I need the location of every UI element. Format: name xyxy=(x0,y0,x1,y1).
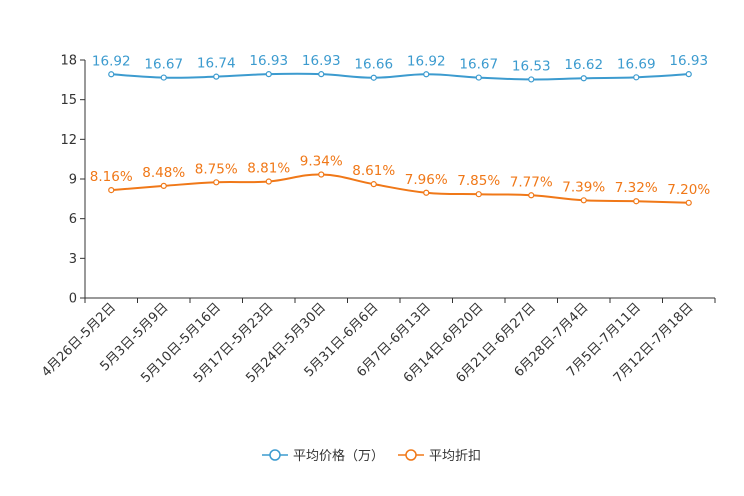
y-tick-label: 6 xyxy=(69,212,77,227)
data-label: 16.93 xyxy=(669,53,708,69)
data-point[interactable] xyxy=(475,74,482,81)
data-point[interactable] xyxy=(213,179,220,186)
data-point[interactable] xyxy=(685,71,692,78)
data-point[interactable] xyxy=(580,197,587,204)
legend-item-1[interactable]: 平均价格（万） xyxy=(262,448,384,464)
data-point[interactable] xyxy=(633,198,640,205)
data-label: 8.16% xyxy=(90,169,133,185)
data-label: 7.32% xyxy=(615,180,658,196)
data-point[interactable] xyxy=(160,74,167,81)
data-label: 16.74 xyxy=(197,56,236,72)
data-point[interactable] xyxy=(685,199,692,206)
y-tick-label: 18 xyxy=(60,54,77,69)
data-point[interactable] xyxy=(370,74,377,81)
legend-marker-icon xyxy=(405,449,417,461)
data-label: 16.66 xyxy=(354,57,393,73)
data-label: 7.96% xyxy=(405,172,448,188)
data-point[interactable] xyxy=(108,187,115,194)
data-point[interactable] xyxy=(580,75,587,82)
data-label: 7.39% xyxy=(562,179,605,195)
data-label: 16.92 xyxy=(92,53,131,69)
y-tick-label: 15 xyxy=(60,93,77,108)
data-point[interactable] xyxy=(265,178,272,185)
legend-label: 平均折扣 xyxy=(429,449,481,464)
legend[interactable]: 平均价格（万） 平均折扣 xyxy=(262,448,481,464)
data-point[interactable] xyxy=(318,71,325,78)
data-label: 7.77% xyxy=(510,174,553,190)
data-label: 16.67 xyxy=(459,57,498,73)
data-label: 8.48% xyxy=(142,165,185,181)
series-layer: 16.92 16.67 16.74 16.93 16.93 16.66 16.92 16.67… xyxy=(90,53,710,206)
data-point[interactable] xyxy=(370,181,377,188)
y-tick-label: 9 xyxy=(69,173,77,188)
data-point[interactable] xyxy=(108,71,115,78)
data-label: 16.67 xyxy=(144,57,183,73)
legend-label: 平均价格（万） xyxy=(293,448,384,464)
data-point[interactable] xyxy=(213,73,220,80)
data-label: 16.62 xyxy=(564,57,603,73)
data-label: 9.34% xyxy=(300,154,343,170)
data-point[interactable] xyxy=(160,182,167,189)
data-label: 16.93 xyxy=(249,53,288,69)
data-point[interactable] xyxy=(318,171,325,178)
data-label: 8.61% xyxy=(352,163,395,179)
x-axis: 4月26日-5月2日5月3日-5月9日5月10日-5月16日5月17日-5月23… xyxy=(39,297,716,386)
legend-marker-icon xyxy=(269,449,281,461)
data-point[interactable] xyxy=(633,74,640,81)
y-tick-label: 0 xyxy=(69,292,77,307)
y-axis: 0 3 6 9 12 15 18 xyxy=(60,54,86,307)
data-label: 16.69 xyxy=(617,56,656,72)
data-label: 16.92 xyxy=(407,53,446,69)
series-line-2 xyxy=(111,173,689,204)
data-label: 7.85% xyxy=(457,173,500,189)
data-label: 7.20% xyxy=(667,182,710,198)
data-point[interactable] xyxy=(423,189,430,196)
data-point[interactable] xyxy=(528,76,535,83)
series-line-1 xyxy=(111,72,689,81)
data-label: 16.93 xyxy=(302,53,341,69)
data-point[interactable] xyxy=(265,71,272,78)
data-label: 8.75% xyxy=(195,161,238,177)
data-label: 8.81% xyxy=(247,161,290,177)
y-tick-label: 3 xyxy=(69,252,77,267)
data-point[interactable] xyxy=(528,192,535,199)
y-tick-label: 12 xyxy=(60,133,77,148)
data-label: 16.53 xyxy=(512,58,551,74)
legend-item-2[interactable]: 平均折扣 xyxy=(398,449,481,464)
data-point[interactable] xyxy=(423,71,430,78)
data-point[interactable] xyxy=(475,191,482,198)
